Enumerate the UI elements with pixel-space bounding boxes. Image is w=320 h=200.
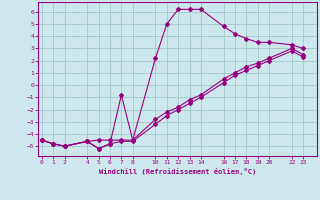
X-axis label: Windchill (Refroidissement éolien,°C): Windchill (Refroidissement éolien,°C)	[99, 168, 256, 175]
